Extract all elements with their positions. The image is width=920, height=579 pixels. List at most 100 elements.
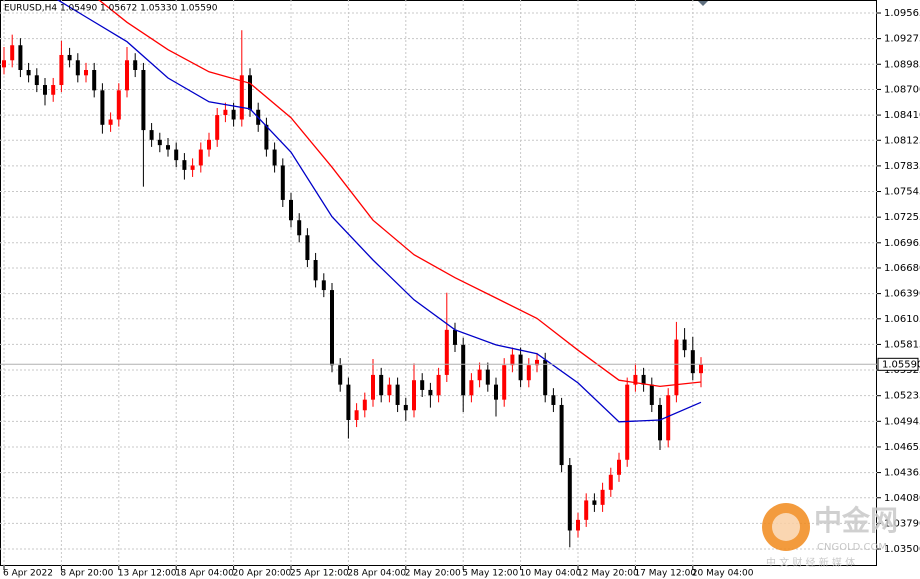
candle-body: [305, 235, 310, 261]
x-tick-label: 2 May 20:00: [405, 569, 461, 579]
candle-body: [699, 364, 703, 374]
candle-body: [223, 109, 228, 116]
candle-body: [428, 389, 433, 396]
y-tick-label: 1.08125: [884, 135, 920, 146]
x-tick-label: 25 Apr 12:00: [290, 569, 349, 579]
candle-body: [43, 85, 47, 95]
candle-body: [157, 139, 162, 146]
candle-body: [346, 384, 351, 420]
candle-body: [510, 354, 515, 366]
y-tick-label: 1.05815: [884, 339, 920, 350]
marks: [0, 0, 877, 548]
candle-body: [18, 45, 23, 70]
candle-body: [526, 365, 531, 381]
site: CNGOLD.COM: [817, 542, 887, 553]
candle-body: [551, 395, 556, 405]
x-tick-label: 28 Apr 04:00: [347, 569, 406, 579]
y-tick-label: 1.05235: [884, 391, 920, 402]
x-tick-label: 13 Apr 12:00: [118, 569, 177, 579]
candle-body: [248, 75, 252, 110]
candle-body: [26, 69, 31, 76]
candle-body: [674, 339, 679, 396]
x-tick-label: 18 Apr 04:00: [175, 569, 234, 579]
candle-body: [461, 344, 466, 396]
candle-body: [92, 69, 97, 91]
candle-body: [84, 69, 88, 76]
current-price-label: 1.05590: [882, 359, 920, 370]
y-tick-label: 1.07545: [884, 187, 920, 198]
candle-body: [207, 139, 211, 150]
candle-body: [584, 500, 589, 520]
candle-body: [469, 380, 474, 396]
candle-body: [371, 374, 375, 400]
y-tick-label: 1.08410: [884, 110, 920, 121]
candle-body: [166, 145, 170, 150]
candle-body: [67, 54, 72, 61]
x-tick-label: 5 May 12:00: [462, 569, 518, 579]
candle-body: [362, 399, 367, 411]
candle-body: [330, 290, 334, 366]
y-tick-label: 1.08985: [884, 59, 920, 70]
candle-body: [51, 85, 56, 95]
x-tick-label: 20 Apr 20:00: [233, 569, 292, 579]
y-tick-label: 1.03790: [884, 518, 920, 529]
x-tick-label: 10 May 04:00: [520, 569, 582, 579]
candle-body: [354, 410, 359, 420]
candle-body: [444, 329, 449, 375]
y-tick-label: 1.09275: [884, 34, 920, 45]
candle-body: [133, 60, 138, 70]
x-tick-label: 6 Apr 2022: [3, 569, 53, 579]
y-tick-label: 1.04080: [884, 493, 920, 504]
candle-body: [592, 500, 597, 505]
candle-body: [633, 374, 638, 385]
candle-body: [75, 60, 80, 76]
x-tick-label: 20 May 04:00: [692, 569, 754, 579]
candle-body: [535, 359, 539, 366]
y-tick-label: 1.07835: [884, 161, 920, 172]
candle-body: [116, 90, 121, 120]
axes: 1.09565 1.09275 1.08985 1.08700 1.08410 1.081…: [3, 8, 920, 579]
candle-body: [567, 465, 572, 531]
candle-body: [313, 260, 318, 281]
candle-body: [34, 75, 39, 86]
y-tick-label: 1.04655: [884, 442, 920, 453]
candle-body: [215, 115, 220, 140]
candle-body: [297, 220, 302, 236]
logo-inner: [772, 513, 800, 541]
chart-title: EURUSD,H4 1.05490 1.05672 1.05330 1.0559…: [4, 4, 218, 14]
candle-body: [543, 359, 548, 396]
candle-body: [190, 165, 195, 170]
candle-body: [608, 474, 613, 490]
candle-body: [690, 350, 695, 374]
candle-body: [666, 395, 671, 441]
x-tick-label: 17 May 12:00: [634, 569, 696, 579]
candle-body: [477, 369, 482, 381]
candle-body: [100, 90, 105, 125]
y-tick-label: 1.06680: [884, 263, 920, 274]
candle-body: [125, 60, 129, 91]
watermark: 中金网 CNGOLD.COM 中 文 财 经 新 媒 体: [762, 503, 898, 569]
moving-average: [97, 0, 702, 388]
x-tick-label: 8 Apr 20:00: [60, 569, 113, 579]
y-tick-label: 1.09565: [884, 8, 920, 19]
candle-body: [420, 380, 425, 390]
candle-body: [272, 149, 277, 166]
candle-body: [600, 489, 605, 505]
candle-body: [59, 54, 64, 86]
candle-body: [239, 75, 244, 120]
candle-body: [453, 329, 457, 345]
candle-body: [2, 60, 6, 68]
y-tick-label: 1.06965: [884, 238, 920, 249]
candle-body: [321, 280, 326, 291]
candle-body: [10, 45, 15, 61]
candle-body: [141, 69, 146, 131]
candle-body: [576, 519, 580, 531]
y-tick-label: 1.03500: [884, 544, 920, 555]
brand: 中金网: [814, 504, 898, 537]
candle-body: [518, 354, 523, 381]
candle-body: [625, 384, 630, 460]
candle-body: [502, 365, 507, 400]
candle-body: [289, 199, 293, 221]
candle-body: [338, 365, 343, 385]
